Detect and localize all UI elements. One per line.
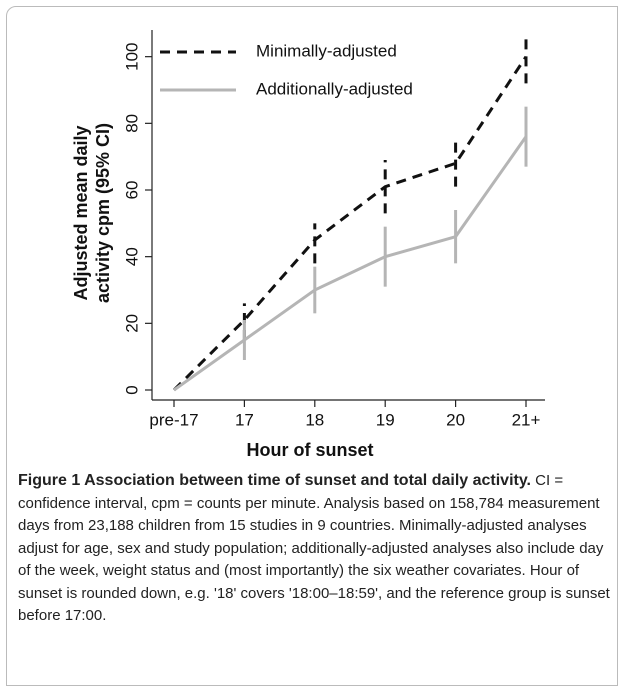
- legend-label: Additionally-adjusted: [256, 79, 413, 98]
- x-tick-label: 18: [305, 410, 324, 429]
- chart: Hour of sunset Adjusted mean daily activ…: [71, 30, 545, 460]
- series-line: [172, 55, 528, 392]
- caption-text: CI = confidence interval, cpm = counts p…: [18, 472, 610, 624]
- series-line: [173, 135, 528, 392]
- x-tick-label: pre-17: [149, 410, 198, 429]
- y-tick-label: 20: [122, 314, 141, 333]
- legend-label: Minimally-adjusted: [256, 41, 397, 60]
- caption: Figure 1 Association between time of sun…: [18, 470, 612, 628]
- x-tick-label: 20: [446, 410, 465, 429]
- x-axis-title: Hour of sunset: [246, 440, 373, 460]
- x-tick-label: 21+: [512, 410, 541, 429]
- y-tick-label: 80: [122, 114, 141, 133]
- y-tick-label: 0: [122, 385, 141, 394]
- caption-title: Figure 1 Association between time of sun…: [18, 472, 531, 489]
- y-tick-label: 60: [122, 181, 141, 200]
- figure-frame: [6, 6, 618, 686]
- y-tick-label: 40: [122, 247, 141, 266]
- x-tick-label: 17: [235, 410, 254, 429]
- y-axis-title: Adjusted mean daily: [71, 125, 91, 300]
- y-axis-title: activity cpm (95% CI): [93, 123, 113, 303]
- y-tick-label: 100: [122, 42, 141, 70]
- x-tick-label: 19: [376, 410, 395, 429]
